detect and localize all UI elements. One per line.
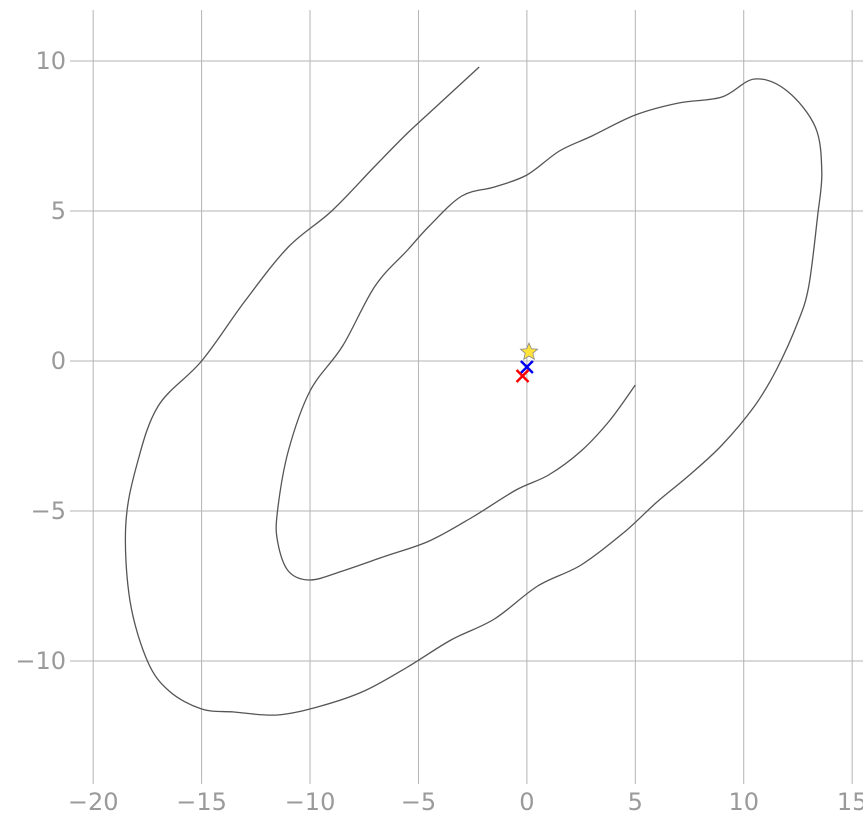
x-tick-label: 0 [519, 788, 534, 816]
tick-labels: −20 −15 −10 −5 0 5 10 15 −10 −5 0 5 10 [15, 47, 863, 816]
y-tick-label: 10 [35, 47, 66, 75]
start-marker [519, 341, 539, 361]
y-tick-label: 0 [51, 347, 66, 375]
x-tick-label: −10 [285, 788, 336, 816]
x-tick-label: 10 [728, 788, 759, 816]
series-layer [124, 66, 823, 716]
goal-marker [515, 369, 530, 383]
agent-marker [519, 360, 534, 374]
grid [70, 10, 863, 784]
trajectory-line [124, 66, 823, 716]
x-tick-label: −15 [176, 788, 227, 816]
x-tick-label: 15 [837, 788, 863, 816]
y-tick-label: −5 [31, 497, 66, 525]
y-tick-label: 5 [51, 197, 66, 225]
markers-layer [515, 341, 539, 383]
x-tick-label: −5 [401, 788, 436, 816]
x-tick-label: 5 [628, 788, 643, 816]
x-tick-label: −20 [68, 788, 119, 816]
y-tick-label: −10 [15, 647, 66, 675]
